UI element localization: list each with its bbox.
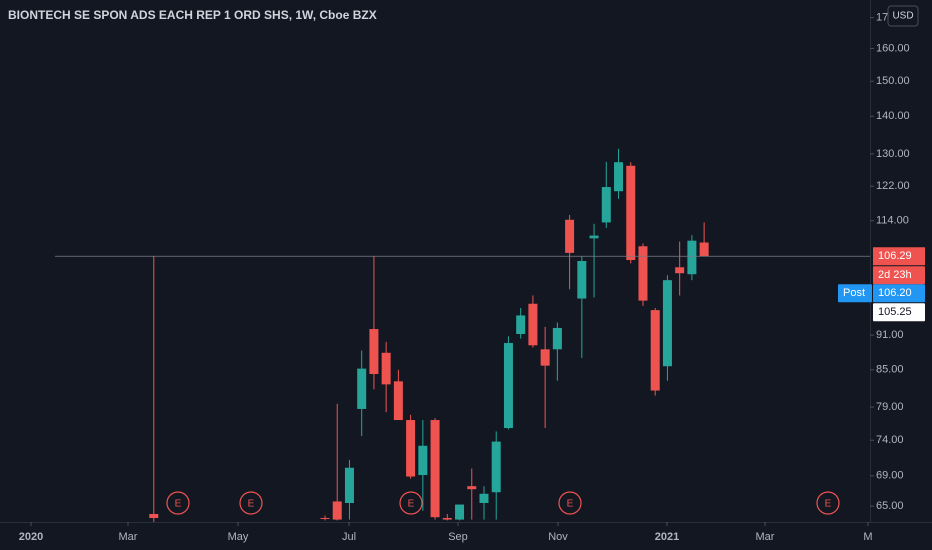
x-tick-label: Jul — [342, 531, 356, 543]
x-tick-label: Sep — [448, 531, 468, 543]
candle-body — [149, 513, 159, 518]
earnings-label: E — [175, 499, 182, 510]
y-tick-label: 85.00 — [876, 364, 904, 376]
y-tick-label: 130.00 — [876, 148, 910, 160]
earnings-label: E — [248, 499, 255, 510]
candle-body — [589, 235, 599, 239]
post-price: 106.20 — [878, 287, 912, 299]
candle-body — [455, 504, 465, 520]
y-tick-label: 140.00 — [876, 110, 910, 122]
candle-body — [528, 303, 538, 346]
earnings-label: E — [408, 499, 415, 510]
currency-button[interactable] — [887, 5, 919, 27]
earnings-marker — [816, 491, 840, 515]
y-tick-label: 114.00 — [876, 215, 909, 227]
y-tick-label: 122.00 — [876, 180, 910, 192]
candle-body — [687, 240, 697, 275]
candle-body — [406, 420, 416, 477]
earnings-marker — [166, 491, 190, 515]
countdown-box — [873, 266, 925, 285]
candle-body — [577, 260, 587, 299]
candle-body — [369, 329, 379, 375]
candle-body — [442, 517, 452, 520]
earnings-marker — [399, 491, 423, 515]
candle-body — [320, 517, 330, 519]
y-tick-label: 160.00 — [876, 42, 910, 54]
candle-body — [357, 368, 367, 409]
earnings-label: E — [825, 499, 832, 510]
candle-body — [418, 445, 428, 476]
candle-body — [675, 267, 685, 274]
candle-body — [393, 381, 403, 421]
x-tick-label: 2020 — [19, 531, 43, 543]
earnings-marker — [239, 491, 263, 515]
candle-body — [467, 486, 477, 490]
x-tick-label: Nov — [548, 531, 568, 543]
candle-body — [626, 165, 636, 261]
post-tag-box — [838, 284, 872, 303]
x-tick-label: May — [228, 531, 249, 543]
candle-body — [344, 467, 354, 504]
candle-body — [552, 327, 562, 350]
x-tick-label: Mar — [119, 531, 138, 543]
y-tick-label: 65.00 — [876, 500, 904, 512]
y-tick-label: 69.00 — [876, 470, 904, 482]
x-tick-label: 2021 — [655, 531, 679, 543]
y-tick-label: 150.00 — [876, 75, 910, 87]
y-tick-label: 74.00 — [876, 434, 904, 446]
earnings-marker — [558, 491, 582, 515]
plot-area — [149, 148, 709, 522]
candle-body — [650, 310, 660, 391]
y-tick-label: 79.00 — [876, 401, 904, 413]
symbol-title: BIONTECH SE SPON ADS EACH REP 1 ORD SHS,… — [8, 8, 377, 22]
candle-body — [699, 242, 709, 257]
candle-body — [516, 315, 526, 335]
post-tag: Post — [843, 287, 865, 299]
x-tick-label: M — [863, 531, 872, 543]
candle-body — [601, 187, 611, 223]
candle-body — [430, 420, 440, 518]
candle-body — [565, 219, 575, 253]
candle-body — [638, 246, 648, 301]
candle-body — [614, 162, 624, 192]
currency-label: USD — [892, 11, 913, 22]
candle-body — [332, 501, 342, 520]
last-price-label: 106.29 — [878, 250, 912, 262]
post-price-box — [873, 284, 925, 303]
last-price-box — [873, 247, 925, 266]
x-tick-label: Mar — [756, 531, 775, 543]
candle-body — [540, 349, 550, 366]
candle-body — [381, 352, 391, 385]
low-price-box — [873, 303, 925, 322]
candle-body — [491, 441, 501, 493]
candle-body — [662, 280, 672, 367]
earnings-label: E — [567, 499, 574, 510]
candle-body — [503, 343, 513, 429]
low-price: 105.25 — [878, 306, 912, 318]
countdown: 2d 23h — [878, 269, 912, 281]
y-tick-label: 91.00 — [876, 329, 904, 341]
candle-body — [479, 493, 489, 504]
